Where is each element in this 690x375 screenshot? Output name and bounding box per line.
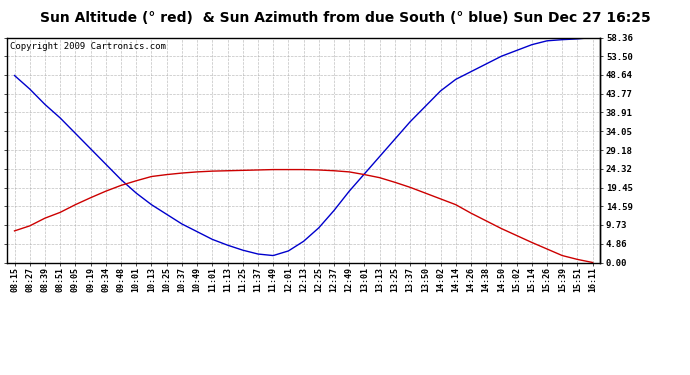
Text: Copyright 2009 Cartronics.com: Copyright 2009 Cartronics.com — [10, 42, 166, 51]
Text: Sun Altitude (° red)  & Sun Azimuth from due South (° blue) Sun Dec 27 16:25: Sun Altitude (° red) & Sun Azimuth from … — [39, 11, 651, 25]
